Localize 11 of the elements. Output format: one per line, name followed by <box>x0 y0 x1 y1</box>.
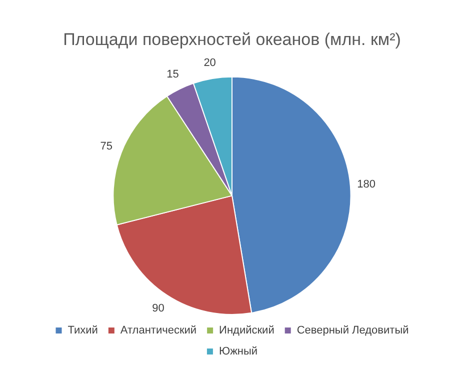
legend-label: Северный Ледовитый <box>296 324 409 337</box>
data-label: 20 <box>204 56 216 69</box>
data-label: 90 <box>152 302 164 315</box>
legend-label: Индийский <box>219 324 274 337</box>
data-label: 180 <box>357 178 376 191</box>
data-label: 15 <box>166 68 179 81</box>
legend-label: Южный <box>218 346 258 358</box>
legend-label: Тихий <box>68 324 98 337</box>
chart-title: Площади поверхностей океанов (млн. км²) <box>63 30 401 49</box>
data-label: 75 <box>100 140 113 153</box>
legend-label: Атлантический <box>120 324 197 337</box>
